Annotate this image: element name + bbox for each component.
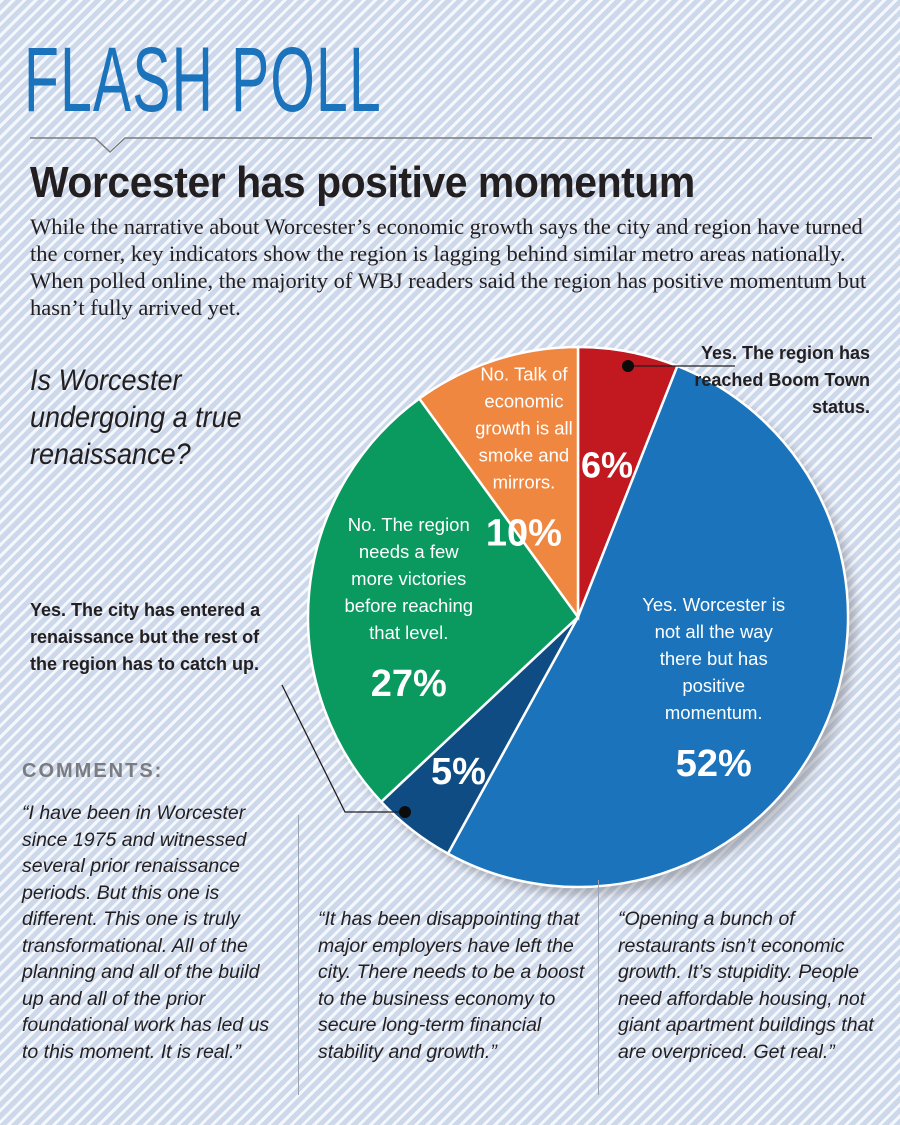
slice-value-label: 6% xyxy=(581,445,633,486)
slice-description-label: No. Talk of economic growth is all smoke an… xyxy=(475,364,573,493)
callout-boom-town: Yes. The region has reached Boom Town st… xyxy=(694,343,870,417)
slice-value-label: 27% xyxy=(371,663,447,705)
slice-value-label: 10% xyxy=(486,513,562,555)
pie-slice xyxy=(446,364,850,889)
comment-quote: “It has been disappointing that major em… xyxy=(318,908,585,1063)
comment-quote: “Opening a bunch of restaurants isn’t ec… xyxy=(618,908,874,1063)
slice-value-label: 52% xyxy=(676,743,752,785)
slice-value-label: 5% xyxy=(431,751,486,793)
header-rule xyxy=(30,137,872,154)
pie-slice xyxy=(417,345,580,621)
slice-description-label: Yes. Worcester is not all the way there bu… xyxy=(642,594,785,723)
poll-question: Is Worcester undergoing a true renaissan… xyxy=(30,364,242,471)
city-leader-line xyxy=(281,684,405,813)
pie-slice xyxy=(306,396,580,804)
city-leader-dot xyxy=(399,806,411,818)
slice-description-label: No. The region needs a few more victories b… xyxy=(344,514,473,643)
kicker-title: FLASH POLL xyxy=(24,29,382,131)
column-divider xyxy=(598,880,599,1095)
comments-heading: COMMENTS: xyxy=(22,760,164,782)
callout-city-renaissance: Yes. The city has entered a renaissance … xyxy=(30,600,261,674)
boom-leader-dot xyxy=(622,360,634,372)
headline: Worcester has positive momentum xyxy=(30,158,695,207)
comment-quote: “I have been in Worcester since 1975 and… xyxy=(22,802,270,1063)
column-divider xyxy=(298,815,299,1095)
deck-paragraph: While the narrative about Worcester’s ec… xyxy=(30,214,867,320)
